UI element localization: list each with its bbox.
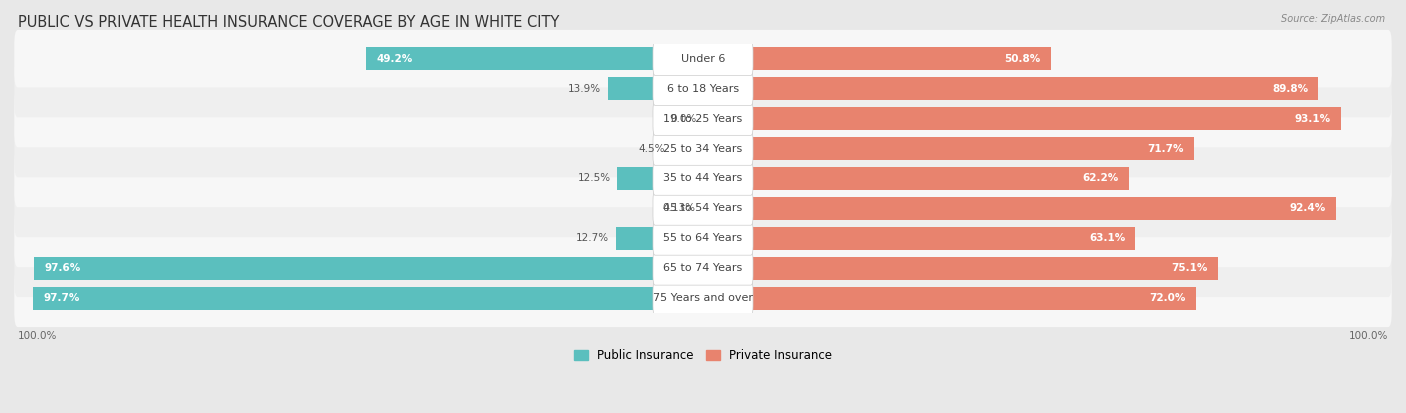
FancyBboxPatch shape — [14, 150, 1392, 207]
FancyBboxPatch shape — [14, 120, 1392, 177]
Bar — [617, 167, 703, 190]
Text: 19 to 25 Years: 19 to 25 Years — [664, 114, 742, 123]
Text: 72.0%: 72.0% — [1150, 293, 1187, 303]
Text: 71.7%: 71.7% — [1147, 144, 1184, 154]
Bar — [703, 287, 1197, 310]
Text: 97.7%: 97.7% — [44, 293, 80, 303]
Text: 62.2%: 62.2% — [1083, 173, 1119, 183]
FancyBboxPatch shape — [652, 282, 754, 315]
Text: 55 to 64 Years: 55 to 64 Years — [664, 233, 742, 243]
Bar — [703, 257, 1218, 280]
Text: 75.1%: 75.1% — [1171, 263, 1208, 273]
Text: Source: ZipAtlas.com: Source: ZipAtlas.com — [1281, 14, 1385, 24]
Text: 75 Years and over: 75 Years and over — [652, 293, 754, 303]
Text: 25 to 34 Years: 25 to 34 Years — [664, 144, 742, 154]
FancyBboxPatch shape — [14, 210, 1392, 267]
Text: 93.1%: 93.1% — [1295, 114, 1330, 123]
Bar — [703, 227, 1136, 249]
FancyBboxPatch shape — [14, 180, 1392, 237]
Text: PUBLIC VS PRIVATE HEALTH INSURANCE COVERAGE BY AGE IN WHITE CITY: PUBLIC VS PRIVATE HEALTH INSURANCE COVER… — [18, 15, 560, 30]
FancyBboxPatch shape — [652, 42, 754, 76]
Text: 6 to 18 Years: 6 to 18 Years — [666, 83, 740, 94]
Bar — [34, 287, 703, 310]
Bar — [616, 227, 703, 249]
Text: 50.8%: 50.8% — [1005, 54, 1040, 64]
Text: 12.5%: 12.5% — [578, 173, 610, 183]
Text: 49.2%: 49.2% — [377, 54, 412, 64]
FancyBboxPatch shape — [652, 252, 754, 285]
Text: 65 to 74 Years: 65 to 74 Years — [664, 263, 742, 273]
Bar — [672, 137, 703, 160]
Text: 63.1%: 63.1% — [1088, 233, 1125, 243]
Text: 89.8%: 89.8% — [1272, 83, 1308, 94]
FancyBboxPatch shape — [14, 270, 1392, 327]
Text: 4.5%: 4.5% — [638, 144, 665, 154]
Bar — [703, 47, 1052, 70]
Text: 35 to 44 Years: 35 to 44 Years — [664, 173, 742, 183]
Bar — [34, 257, 703, 280]
FancyBboxPatch shape — [14, 30, 1392, 88]
Text: 45 to 54 Years: 45 to 54 Years — [664, 204, 742, 214]
Bar — [703, 107, 1341, 130]
Text: 100.0%: 100.0% — [18, 331, 58, 341]
FancyBboxPatch shape — [14, 240, 1392, 297]
Text: 0.13%: 0.13% — [662, 204, 695, 214]
Text: Under 6: Under 6 — [681, 54, 725, 64]
Bar — [607, 77, 703, 100]
Bar — [703, 137, 1194, 160]
FancyBboxPatch shape — [14, 60, 1392, 117]
Legend: Public Insurance, Private Insurance: Public Insurance, Private Insurance — [569, 344, 837, 367]
Bar — [703, 167, 1129, 190]
Text: 97.6%: 97.6% — [45, 263, 80, 273]
FancyBboxPatch shape — [652, 102, 754, 135]
Bar — [366, 47, 703, 70]
Bar — [703, 77, 1319, 100]
FancyBboxPatch shape — [652, 192, 754, 225]
Text: 0.0%: 0.0% — [669, 114, 696, 123]
Text: 13.9%: 13.9% — [568, 83, 600, 94]
FancyBboxPatch shape — [14, 90, 1392, 147]
FancyBboxPatch shape — [652, 162, 754, 195]
Bar — [703, 197, 1336, 220]
FancyBboxPatch shape — [652, 72, 754, 105]
Text: 12.7%: 12.7% — [576, 233, 609, 243]
Text: 100.0%: 100.0% — [1348, 331, 1388, 341]
FancyBboxPatch shape — [652, 222, 754, 255]
FancyBboxPatch shape — [652, 132, 754, 165]
Text: 92.4%: 92.4% — [1289, 204, 1326, 214]
